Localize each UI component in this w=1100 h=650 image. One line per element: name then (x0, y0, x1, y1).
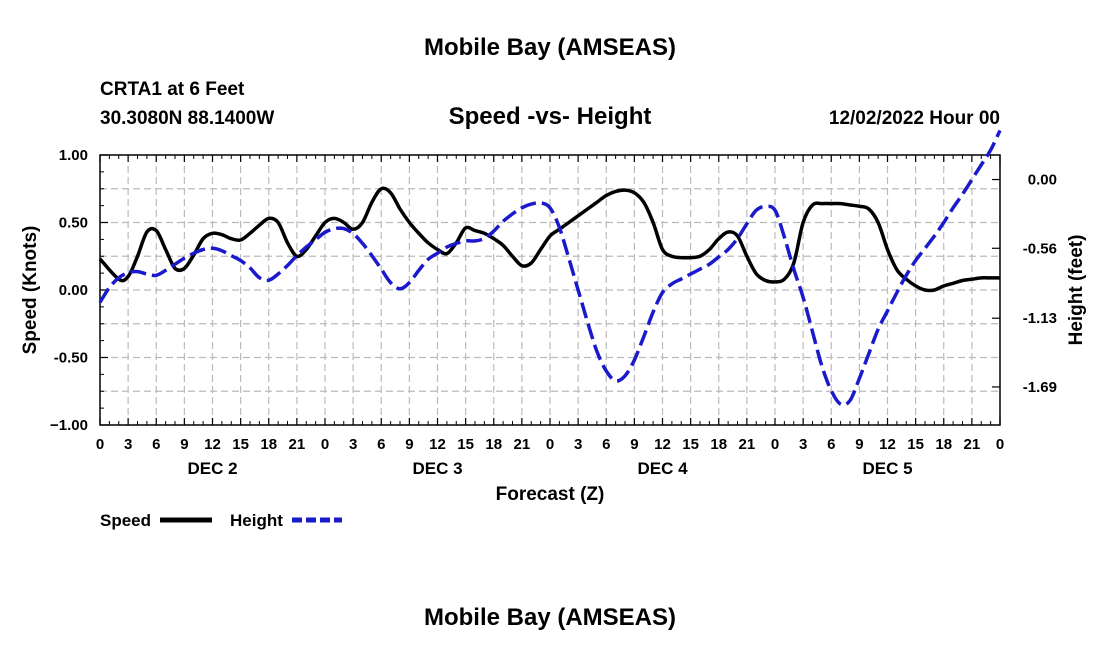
x-tick-label: 0 (321, 436, 329, 453)
x-day-label: DEC 2 (187, 459, 237, 478)
x-tick-label: 6 (827, 436, 835, 453)
series-line-height (98, 129, 1002, 407)
y2-tick-label: 0.00 (1028, 172, 1057, 189)
y-tick-label: 0.50 (59, 215, 88, 232)
x-tick-label: 21 (514, 436, 531, 453)
x-axis-label: Forecast (Z) (496, 484, 605, 505)
x-tick-label: 3 (799, 436, 807, 453)
x-tick-label: 12 (429, 436, 446, 453)
x-tick-label: 15 (232, 436, 249, 453)
x-tick-label: 0 (771, 436, 779, 453)
page-title: Mobile Bay (AMSEAS) (424, 34, 676, 61)
y2-tick-label: -1.13 (1023, 310, 1057, 327)
x-tick-label: 12 (654, 436, 671, 453)
chart-title: Speed -vs- Height (449, 103, 652, 130)
forecast-datetime: 12/02/2022 Hour 00 (829, 108, 1000, 129)
x-tick-label: 21 (289, 436, 306, 453)
x-tick-label: 3 (349, 436, 357, 453)
y-axis-label: Speed (Knots) (20, 226, 41, 355)
x-tick-label: 18 (710, 436, 727, 453)
x-day-label: DEC 5 (862, 459, 912, 478)
x-tick-label: 21 (739, 436, 756, 453)
x-tick-label: 18 (935, 436, 952, 453)
x-tick-label: 9 (855, 436, 863, 453)
x-tick-label: 12 (879, 436, 896, 453)
x-tick-label: 21 (964, 436, 981, 453)
y2-axis-label: Height (feet) (1066, 235, 1087, 346)
station-coordinates: 30.3080N 88.1400W (100, 108, 274, 129)
x-tick-label: 18 (485, 436, 502, 453)
station-name: CRTA1 at 6 Feet (100, 79, 245, 100)
x-tick-label: 0 (96, 436, 104, 453)
x-tick-label: 18 (260, 436, 277, 453)
y-tick-label: −1.00 (50, 417, 88, 434)
legend-speed-label: Speed (100, 511, 151, 530)
x-tick-label: 9 (405, 436, 413, 453)
y2-tick-label: -1.69 (1023, 379, 1057, 396)
y-tick-label: -0.50 (54, 350, 88, 367)
x-tick-label: 6 (602, 436, 610, 453)
legend: Speed Height (100, 511, 342, 530)
x-tick-label: 0 (996, 436, 1004, 453)
legend-height-label: Height (230, 511, 283, 530)
x-tick-label: 3 (574, 436, 582, 453)
y-tick-label: 0.00 (59, 282, 88, 299)
x-day-label: DEC 4 (637, 459, 688, 478)
x-day-label: DEC 3 (412, 459, 462, 478)
series-lines (98, 129, 1002, 407)
x-tick-label: 15 (457, 436, 474, 453)
grid-lines (100, 155, 1000, 425)
x-tick-label: 9 (180, 436, 188, 453)
x-tick-label: 12 (204, 436, 221, 453)
series-line-speed (98, 186, 1000, 293)
x-tick-label: 6 (152, 436, 160, 453)
x-tick-label: 15 (907, 436, 924, 453)
x-tick-label: 0 (546, 436, 554, 453)
x-tick-label: 6 (377, 436, 385, 453)
x-tick-label: 9 (630, 436, 638, 453)
y-tick-label: 1.00 (59, 147, 88, 164)
page-title-bottom: Mobile Bay (AMSEAS) (424, 604, 676, 631)
y2-tick-label: -0.56 (1023, 240, 1057, 257)
x-tick-label: 15 (682, 436, 699, 453)
x-tick-label: 3 (124, 436, 132, 453)
axes: 0 3 6 9 12 15 18 21 0 3 6 9 12 15 18 21 0 3 6 9 12 15 18 21 0 3 6 9… (50, 147, 1057, 478)
